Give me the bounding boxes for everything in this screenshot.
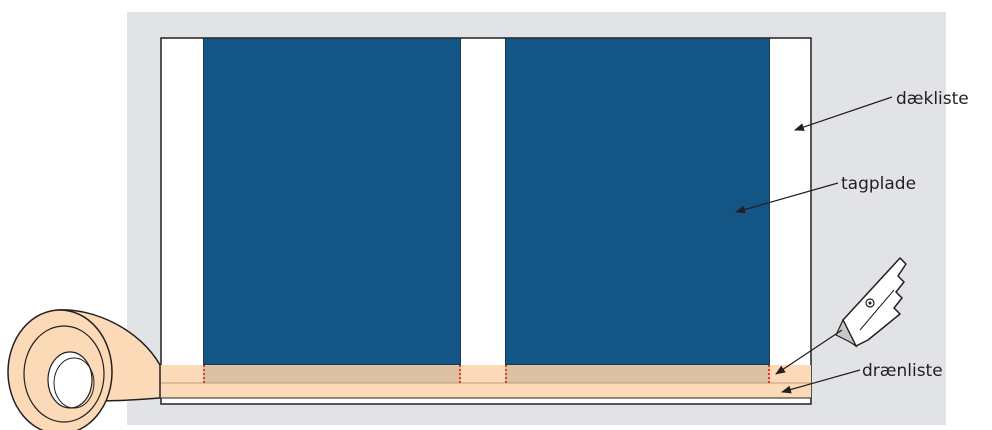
utility-knife-icon bbox=[835, 257, 907, 348]
cover-strip-middle bbox=[461, 39, 505, 365]
leader-cover-strip bbox=[794, 96, 893, 131]
leader-drain-strip bbox=[781, 369, 861, 394]
tape-roll-icon bbox=[7, 309, 161, 430]
roof-panel-right bbox=[504, 37, 771, 366]
leader-roof-panel bbox=[735, 182, 839, 214]
label-cover-strip: dækliste bbox=[896, 89, 969, 109]
cut-markers bbox=[203, 365, 770, 383]
drain-strip-band-left bbox=[203, 365, 461, 383]
roof-panel-left bbox=[202, 37, 462, 366]
cover-strip-right bbox=[770, 39, 810, 365]
drain-strip-band-right bbox=[505, 365, 770, 383]
label-drain-strip: drænliste bbox=[862, 361, 943, 381]
leader-knife bbox=[775, 329, 843, 375]
label-roof-panel: tagplade bbox=[841, 174, 916, 194]
cover-strip-left bbox=[162, 39, 203, 365]
